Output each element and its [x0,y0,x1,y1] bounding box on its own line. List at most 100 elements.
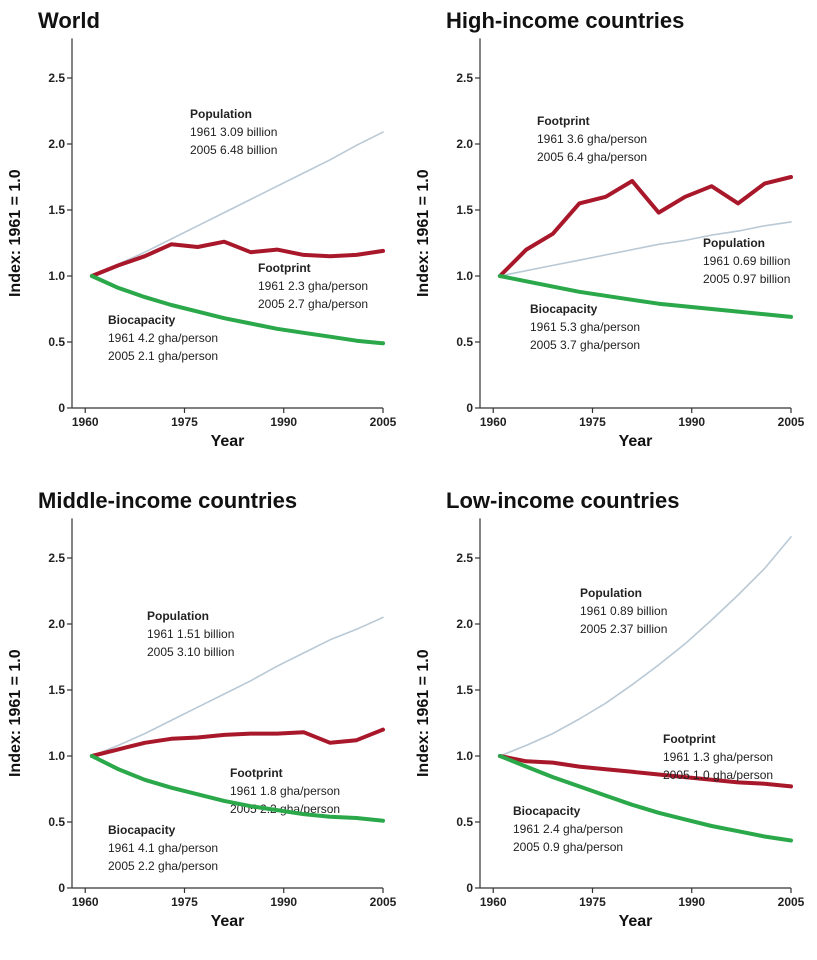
x-tick-label: 2005 [778,415,805,429]
panel-title: World [38,8,100,33]
y-tick-label: 0 [466,881,473,895]
y-tick-label: 2.0 [456,617,473,631]
y-tick-label: 1.5 [48,203,65,217]
series-line [89,274,385,346]
y-tick-label: 0.5 [48,335,65,349]
series-label: Biocapacity [108,313,176,327]
series-note: 1961 5.3 gha/person [530,320,640,334]
x-axis-title: Year [619,913,653,930]
panel-title: High-income countries [446,8,684,33]
series-label: Biocapacity [513,804,581,818]
series-line [499,221,792,277]
x-tick-label: 1960 [72,895,99,909]
y-tick-label: 2.5 [456,71,473,85]
series-note: 1961 0.89 billion [580,604,667,618]
series-note: 1961 4.1 gha/person [108,841,218,855]
y-tick-label: 1.0 [456,269,473,283]
series-label: Population [580,586,642,600]
y-tick-label: 0.5 [48,815,65,829]
series-line [91,131,384,277]
series-note: 1961 1.8 gha/person [230,784,340,798]
series-note: 2005 2.7 gha/person [258,297,368,311]
x-axis-title: Year [211,433,245,450]
x-tick-label: 1960 [480,895,507,909]
series-label: Population [147,609,209,623]
x-tick-label: 1960 [72,415,99,429]
x-tick-label: 1990 [270,895,297,909]
x-axis-title: Year [619,433,653,450]
series-line [89,754,385,823]
series-line [91,616,384,757]
y-axis-title: Index: 1961 = 1.0 [415,169,432,297]
series-note: 2005 3.10 billion [147,645,234,659]
series-note: 1961 4.2 gha/person [108,331,218,345]
y-tick-label: 1.0 [48,749,65,763]
x-tick-label: 2005 [370,415,397,429]
x-tick-label: 1990 [678,895,705,909]
series-note: 2005 6.4 gha/person [537,150,647,164]
series-note: 2005 2.2 gha/person [108,859,218,873]
y-tick-label: 0 [466,401,473,415]
panel: World 0 0.5 1.0 1.5 2.0 2.5 1960 1975 1990 2005 Yea… [7,8,397,450]
series-line [499,536,792,757]
series-note: 1961 1.3 gha/person [663,750,773,764]
x-tick-label: 2005 [370,895,397,909]
x-tick-label: 1990 [678,415,705,429]
series-note: 1961 0.69 billion [703,254,790,268]
series-label: Footprint [537,114,590,128]
series-note: 2005 6.48 billion [190,143,277,157]
series-note: 2005 3.7 gha/person [530,338,640,352]
x-tick-label: 1975 [171,895,198,909]
y-axis-title: Index: 1961 = 1.0 [7,649,24,777]
y-tick-label: 1.5 [456,203,473,217]
x-tick-label: 2005 [778,895,805,909]
y-tick-label: 1.0 [48,269,65,283]
series-line [497,175,793,278]
x-tick-label: 1960 [480,415,507,429]
y-tick-label: 1.5 [48,683,65,697]
panel-title: Low-income countries [446,488,679,513]
x-tick-label: 1990 [270,415,297,429]
panel-title: Middle-income countries [38,488,297,513]
panel: Middle-income countries 0 0.5 1.0 1.5 2.0 2.5 1… [7,488,397,930]
y-tick-label: 0.5 [456,815,473,829]
series-line [497,754,793,843]
y-tick-label: 0 [58,401,65,415]
series-label: Biocapacity [108,823,176,837]
x-axis-title: Year [211,913,245,930]
y-tick-label: 1.0 [456,749,473,763]
series-label: Biocapacity [530,302,598,316]
y-tick-label: 2.0 [456,137,473,151]
series-note: 2005 0.97 billion [703,272,790,286]
y-tick-label: 0.5 [456,335,473,349]
series-label: Footprint [230,766,283,780]
y-tick-label: 2.0 [48,617,65,631]
series-line [497,274,793,319]
series-note: 1961 2.4 gha/person [513,822,623,836]
series-note: 1961 1.51 billion [147,627,234,641]
series-label: Population [703,236,765,250]
y-tick-label: 2.5 [48,71,65,85]
panel: High-income countries 0 0.5 1.0 1.5 2.0 2.5 196… [415,8,805,450]
y-tick-label: 1.5 [456,683,473,697]
series-line [89,727,385,758]
y-tick-label: 2.0 [48,137,65,151]
series-note: 1961 2.3 gha/person [258,279,368,293]
series-note: 2005 0.9 gha/person [513,840,623,854]
y-tick-label: 2.5 [456,551,473,565]
series-label: Footprint [663,732,716,746]
x-tick-label: 1975 [579,895,606,909]
series-label: Population [190,107,252,121]
x-tick-label: 1975 [579,415,606,429]
series-line [497,754,793,789]
panel: Low-income countries 0 0.5 1.0 1.5 2.0 2.5 1960… [415,488,805,930]
series-note: 2005 2.37 billion [580,622,667,636]
y-tick-label: 0 [58,881,65,895]
series-note: 1961 3.09 billion [190,125,277,139]
x-tick-label: 1975 [171,415,198,429]
y-tick-label: 2.5 [48,551,65,565]
series-label: Footprint [258,261,311,275]
series-note: 1961 3.6 gha/person [537,132,647,146]
series-line [89,239,385,278]
y-axis-title: Index: 1961 = 1.0 [415,649,432,777]
